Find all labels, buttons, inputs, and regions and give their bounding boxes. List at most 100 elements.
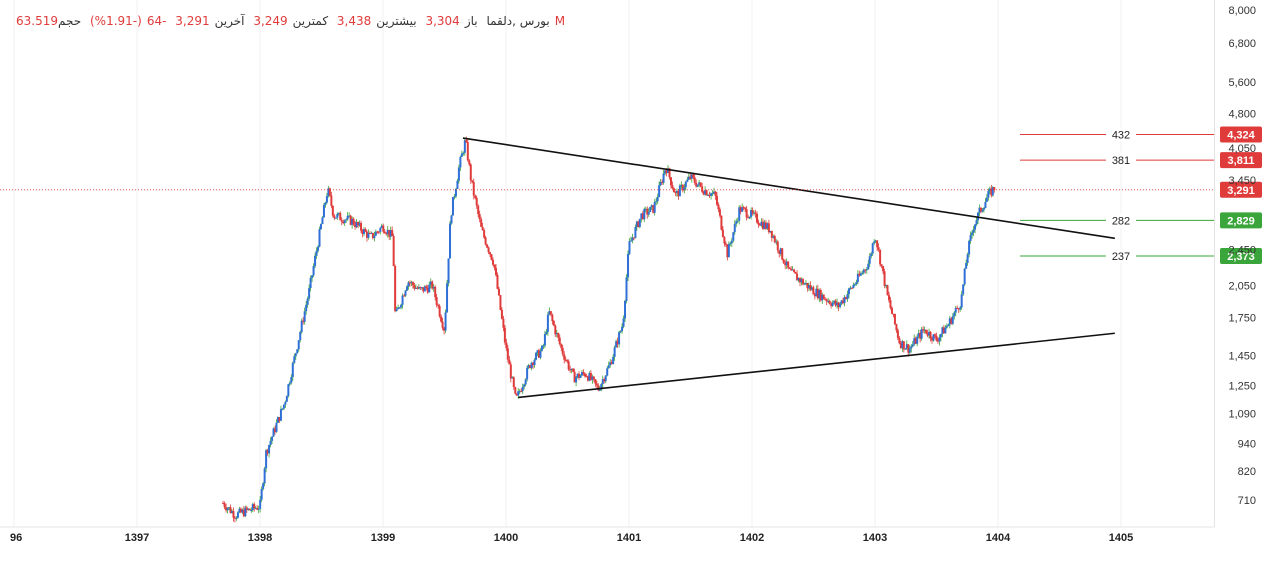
candle-body xyxy=(486,244,489,248)
candle-body xyxy=(788,267,791,269)
candle-body xyxy=(497,288,500,296)
candle-body xyxy=(618,332,621,345)
candle-body xyxy=(971,232,974,236)
candle-body xyxy=(560,344,563,348)
candle-body xyxy=(610,362,613,365)
candle-body xyxy=(597,385,600,391)
candle-body xyxy=(677,190,680,197)
candle-body xyxy=(936,340,939,342)
candle-body xyxy=(308,288,311,299)
candle-body xyxy=(659,181,662,186)
candle-body xyxy=(435,297,438,305)
candle-body xyxy=(613,347,616,357)
candle-body xyxy=(839,303,842,308)
candle-body xyxy=(573,371,576,383)
candle-body xyxy=(391,230,394,237)
candle-body xyxy=(665,170,668,174)
candle-body xyxy=(629,240,632,242)
candle-body xyxy=(312,266,315,276)
candle-body xyxy=(631,237,634,241)
candle-body xyxy=(732,232,735,241)
candle-body xyxy=(861,272,864,274)
candle-body xyxy=(481,226,484,231)
candle-body xyxy=(543,333,546,346)
candle-body xyxy=(951,316,954,324)
candle-body xyxy=(850,287,853,289)
candle-body xyxy=(594,379,597,384)
candle-body xyxy=(357,221,360,226)
candle-body xyxy=(578,373,581,378)
candle-body xyxy=(576,373,579,378)
candle-body xyxy=(511,377,514,379)
candle-body xyxy=(548,311,551,315)
candle-body xyxy=(791,269,794,271)
candle-body xyxy=(500,309,503,319)
candle-body xyxy=(735,221,738,224)
candle-body xyxy=(229,507,232,513)
candle-body xyxy=(825,299,828,302)
level-label: 432 xyxy=(1112,130,1130,142)
y-tick-label: 1,090 xyxy=(1228,408,1256,420)
candle-body xyxy=(271,436,274,441)
candle-body xyxy=(539,350,542,358)
candle-body xyxy=(572,368,575,372)
candle-body xyxy=(787,261,790,268)
trendline xyxy=(518,332,1115,399)
candle-body xyxy=(938,337,941,342)
candle-body xyxy=(899,343,902,349)
candle-body xyxy=(352,218,355,225)
candle-body xyxy=(933,334,936,336)
candle-body xyxy=(781,248,784,260)
candle-body xyxy=(923,329,926,331)
candle-body xyxy=(540,345,543,351)
candle-body xyxy=(515,393,518,396)
candle-body xyxy=(276,417,279,423)
candle-body xyxy=(297,340,300,350)
candle-body xyxy=(690,174,693,179)
candle-body xyxy=(532,362,535,366)
candle-body xyxy=(708,195,711,197)
candle-body xyxy=(346,215,349,220)
candle-body xyxy=(701,186,704,192)
candle-body xyxy=(864,269,867,271)
level-label-bg xyxy=(1106,213,1136,228)
candle-body xyxy=(429,281,432,285)
candle-body xyxy=(803,283,806,285)
candle-body xyxy=(876,240,879,248)
y-tick-label: 1,750 xyxy=(1228,313,1256,325)
candle-body xyxy=(343,220,346,224)
y-tick-label: 940 xyxy=(1238,438,1256,450)
candle-body xyxy=(640,213,643,219)
level-label-bg xyxy=(1106,248,1136,263)
candle-body xyxy=(984,201,987,208)
candle-body xyxy=(956,307,959,309)
candle-body xyxy=(225,507,228,511)
candle-body xyxy=(551,314,554,322)
candle-body xyxy=(782,259,785,264)
candle-body xyxy=(558,337,561,345)
candle-body xyxy=(845,297,848,300)
candle-body xyxy=(877,247,880,250)
candle-body xyxy=(621,326,624,332)
candle-body xyxy=(555,333,558,335)
candle-body xyxy=(717,204,720,210)
candle-body xyxy=(831,302,834,306)
candle-body xyxy=(245,507,248,510)
candle-body xyxy=(456,180,459,189)
candle-body xyxy=(275,422,278,432)
candle-body xyxy=(705,190,708,196)
candle-body xyxy=(591,376,594,380)
candle-body xyxy=(389,230,392,237)
candle-body xyxy=(702,191,705,195)
price-badge xyxy=(1220,152,1262,169)
candle-body xyxy=(509,364,512,379)
candle-body xyxy=(250,510,253,512)
candle-body xyxy=(408,282,411,284)
x-tick-label: 1399 xyxy=(371,532,395,544)
candle-body xyxy=(489,252,492,255)
candle-body xyxy=(374,231,377,236)
candle-body xyxy=(256,508,259,510)
candle-body xyxy=(324,202,327,205)
